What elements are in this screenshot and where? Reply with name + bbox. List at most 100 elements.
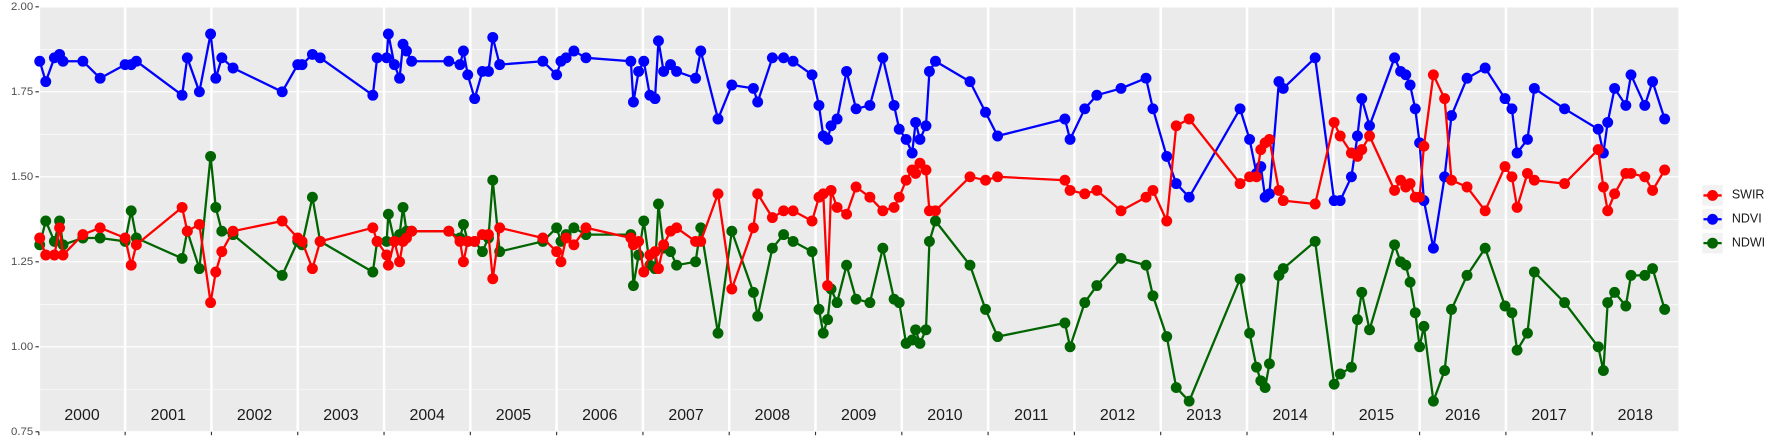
data-point <box>1439 365 1451 377</box>
data-point <box>1592 341 1604 353</box>
data-point <box>555 256 567 268</box>
data-point <box>893 297 905 309</box>
year-label: 2012 <box>1100 407 1136 424</box>
data-point <box>747 82 759 94</box>
data-point <box>1625 69 1637 81</box>
data-point <box>1446 174 1457 186</box>
data-point <box>1251 361 1262 373</box>
data-point <box>125 205 137 217</box>
data-point <box>381 249 393 261</box>
data-point <box>910 324 922 336</box>
data-point <box>1091 89 1103 101</box>
year-label: 2013 <box>1186 407 1222 424</box>
data-point <box>537 55 549 67</box>
data-point <box>34 232 46 244</box>
y-tick-label: 0.75 <box>11 426 33 438</box>
data-point <box>1064 184 1076 196</box>
data-point <box>1334 195 1346 207</box>
data-point <box>382 259 394 271</box>
data-point <box>888 201 900 213</box>
data-point <box>850 181 862 193</box>
data-point <box>980 174 991 186</box>
data-point <box>388 235 400 247</box>
data-point <box>1446 303 1457 315</box>
data-point <box>633 65 645 77</box>
y-tick-label: 1.00 <box>11 341 33 353</box>
data-point <box>1528 174 1540 186</box>
data-point <box>176 89 188 101</box>
data-point <box>1059 113 1071 125</box>
data-point <box>964 259 976 271</box>
data-point <box>443 55 455 67</box>
data-point <box>469 93 481 105</box>
data-point <box>1263 358 1275 370</box>
data-point <box>1559 178 1571 190</box>
data-point <box>1602 116 1614 128</box>
data-point <box>406 55 418 67</box>
data-point <box>1592 144 1604 156</box>
data-point <box>638 55 650 67</box>
data-point <box>77 229 89 241</box>
data-point <box>381 52 393 64</box>
data-point <box>483 229 494 241</box>
data-point <box>1427 242 1439 254</box>
data-point <box>469 235 481 247</box>
data-point <box>1418 320 1430 332</box>
data-point <box>825 184 837 196</box>
data-point <box>1389 184 1401 196</box>
data-point <box>1059 174 1071 186</box>
data-point <box>1400 259 1412 271</box>
data-point <box>649 246 661 258</box>
data-point <box>671 222 683 234</box>
data-point <box>1521 133 1533 145</box>
data-point <box>850 103 862 115</box>
data-point <box>1639 171 1651 183</box>
data-point <box>1328 378 1340 390</box>
data-point <box>94 72 106 84</box>
data-point <box>1356 144 1368 156</box>
data-point <box>658 65 670 77</box>
data-point <box>40 76 52 88</box>
data-point <box>1251 171 1262 183</box>
year-label: 2014 <box>1272 407 1308 424</box>
data-point <box>54 222 66 234</box>
data-point <box>813 303 825 315</box>
data-point <box>1597 365 1609 377</box>
data-point <box>1659 113 1671 125</box>
data-point <box>992 130 1004 142</box>
data-point <box>1597 181 1609 193</box>
data-point <box>923 235 935 247</box>
data-point <box>817 327 829 339</box>
data-point <box>695 235 707 247</box>
data-point <box>893 191 905 203</box>
data-point <box>48 249 60 261</box>
data-point <box>1404 178 1416 190</box>
data-point <box>778 229 790 241</box>
year-label: 2001 <box>151 407 187 424</box>
data-point <box>920 164 932 176</box>
data-point <box>1404 276 1416 288</box>
data-point <box>40 215 52 227</box>
data-point <box>276 215 288 227</box>
data-point <box>94 222 106 234</box>
data-point <box>695 45 707 57</box>
data-point <box>766 242 778 254</box>
data-point <box>1183 395 1195 407</box>
data-point <box>1364 130 1375 142</box>
data-point <box>864 297 876 309</box>
data-point <box>1647 76 1659 88</box>
data-point <box>77 55 89 67</box>
data-point <box>1079 103 1091 115</box>
data-point <box>1140 72 1152 84</box>
data-point <box>487 273 499 285</box>
data-point <box>1521 167 1533 179</box>
data-point <box>930 205 941 217</box>
data-point <box>568 222 580 234</box>
data-point <box>94 232 106 244</box>
data-point <box>690 72 702 84</box>
data-point <box>831 201 843 213</box>
data-point <box>227 62 239 74</box>
data-point <box>551 69 563 81</box>
data-point <box>1479 205 1491 217</box>
data-point <box>1170 382 1182 394</box>
